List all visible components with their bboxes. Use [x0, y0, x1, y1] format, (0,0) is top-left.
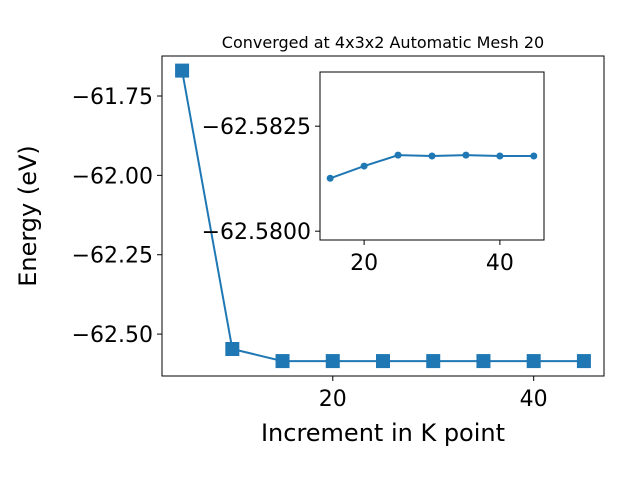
x-tick-label: 20: [350, 251, 378, 276]
marker: [175, 63, 190, 78]
y-tick-label: −62.5800: [202, 220, 311, 245]
marker: [394, 151, 402, 159]
marker: [360, 162, 368, 170]
axes-frame: [161, 55, 605, 377]
marker: [476, 354, 491, 369]
marker: [275, 354, 290, 369]
marker: [576, 354, 591, 369]
x-tick-label: 40: [486, 251, 514, 276]
y-tick-label: −62.00: [72, 164, 153, 189]
marker: [325, 354, 340, 369]
x-axis-label: Increment in K point: [261, 419, 505, 447]
y-tick-label: −61.75: [72, 85, 153, 110]
marker: [428, 152, 436, 160]
y-tick-label: −62.5825: [202, 115, 311, 140]
marker: [426, 354, 441, 369]
marker: [462, 151, 470, 159]
marker: [326, 174, 334, 182]
marker: [496, 152, 504, 160]
marker: [526, 354, 541, 369]
marker: [530, 152, 538, 160]
x-tick-label: 20: [319, 387, 347, 412]
marker: [225, 342, 240, 357]
y-axis-label: Energy (eV): [14, 145, 42, 287]
y-tick-label: −62.50: [72, 323, 153, 348]
x-tick-label: 40: [520, 387, 548, 412]
y-tick-label: −62.25: [72, 244, 153, 269]
chart-title: Converged at 4x3x2 Automatic Mesh 20: [222, 33, 544, 52]
axes-frame: [319, 71, 545, 241]
marker: [376, 354, 390, 369]
